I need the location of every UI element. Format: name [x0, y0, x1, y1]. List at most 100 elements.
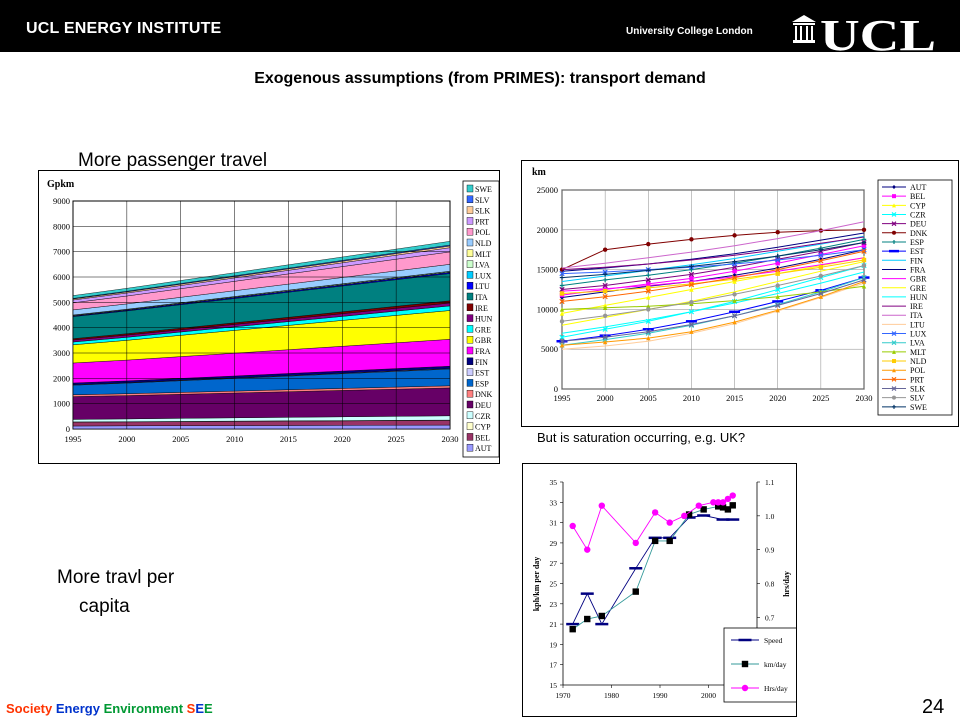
uk-point — [598, 612, 605, 620]
uk-y2-tick-label: 1.1 — [765, 478, 775, 487]
line-point-slv — [775, 283, 780, 288]
line-legend-marker-prt — [891, 376, 897, 382]
area-legend-label-lva: LVA — [475, 261, 490, 270]
line-point-slk — [559, 338, 565, 344]
line-path-mlt — [561, 285, 865, 310]
line-path-pol — [561, 281, 865, 346]
area-legend-swatch-hun — [466, 314, 474, 322]
line-path-ltu — [561, 282, 865, 350]
area-legend-swatch-fra — [466, 346, 474, 355]
line-legend-marker-nld — [892, 359, 896, 364]
uk-y-tick-label: 21 — [550, 620, 558, 629]
line-point-slk — [602, 334, 608, 340]
area-legend-label-bel: BEL — [475, 433, 490, 442]
line-point-bel — [646, 281, 651, 287]
line-legend-marker-aut — [892, 185, 896, 189]
line-x-tick-label: 2025 — [812, 393, 829, 403]
line-legend-marker-cyp — [892, 203, 896, 208]
area-legend-label-fin: FIN — [475, 358, 488, 367]
uk-y2-tick-label: 0.8 — [765, 580, 775, 589]
uk-series-hrs-day — [569, 492, 736, 553]
uk-y-tick-label: 29 — [550, 539, 558, 548]
uk-series-speed — [566, 514, 740, 626]
area-legend-swatch-czr — [466, 411, 474, 420]
line-point-dnk — [646, 241, 651, 247]
line-point-nld — [602, 288, 608, 294]
footer-see: Society Energy Environment SEE — [6, 701, 213, 716]
line-point-cyp — [602, 303, 608, 308]
line-path-fra — [561, 232, 865, 272]
line-point-mlt — [732, 298, 737, 303]
area-legend-swatch-swe — [466, 184, 474, 193]
line-legend-label-fin: FIN — [910, 256, 923, 265]
line-point-bel — [732, 268, 737, 274]
line-y-tick-label: 20000 — [537, 225, 558, 235]
uk-point — [729, 492, 736, 499]
uk-point — [584, 546, 591, 553]
passenger-area-svg: Gpkm 0 1000 2000 3000 4000 5000 6000 7000 8000 900… — [47, 179, 500, 458]
area-legend-swatch-mlt — [466, 249, 474, 258]
uk-point — [715, 503, 722, 510]
uk-point — [569, 522, 576, 530]
area-legend-label-prt: PRT — [475, 217, 489, 226]
line-plot-frame — [561, 189, 865, 390]
uk-y2-tick-label: 0.7 — [765, 613, 775, 622]
line-series-dnk — [559, 227, 867, 272]
line-point-dnk — [861, 227, 867, 232]
line-series-slk — [559, 277, 867, 344]
area-x-tick-label: 1995 — [65, 434, 82, 444]
area-legend-swatch-gre — [466, 325, 474, 333]
line-path-fin — [561, 235, 865, 282]
line-legend-label-ire: IRE — [910, 302, 923, 311]
uk-point — [651, 537, 659, 545]
line-path-swe — [561, 242, 865, 279]
line-point-pol — [818, 294, 824, 299]
line-legend-label-gre: GRE — [910, 284, 926, 293]
line-legend-label-cyp: CYP — [910, 201, 926, 210]
area-legend-label-ltu: LTU — [475, 282, 490, 291]
area-x-tick-label: 2020 — [334, 434, 351, 444]
line-legend-marker-slk — [891, 386, 897, 391]
line-point-esp — [602, 277, 608, 283]
line-legend-marker-deu — [891, 221, 897, 227]
area-legend-swatch-deu — [466, 400, 474, 409]
area-legend-swatch-pol — [466, 228, 474, 236]
line-point-slv — [818, 273, 824, 279]
line-point-mlt — [646, 304, 651, 309]
uk-x-tick-label: 1970 — [556, 691, 571, 700]
line-point-prt — [688, 282, 695, 288]
line-path-prt — [561, 250, 865, 302]
line-point-slv — [602, 313, 608, 318]
line-point-swe — [646, 268, 651, 273]
uk-point — [632, 539, 639, 547]
line-series-gre — [561, 261, 865, 326]
area-legend-swatch-slv — [466, 195, 474, 203]
line-path-dnk — [561, 229, 865, 271]
line-y-tick-label: 25000 — [537, 185, 558, 195]
line-point-deu — [602, 282, 608, 289]
line-legend-label-ltu: LTU — [910, 320, 925, 329]
line-point-swe — [602, 272, 608, 277]
line-point-cyp — [559, 311, 565, 316]
uk-point — [724, 506, 732, 513]
uk-point — [685, 511, 693, 518]
line-legend-label-lva: LVA — [910, 339, 925, 348]
line-point-czr — [559, 334, 565, 340]
area-legend-swatch-prt — [466, 217, 474, 225]
line-path-deu — [561, 242, 865, 290]
line-x-tick-label: 2030 — [856, 393, 873, 403]
line-legend-label-fra: FRA — [910, 265, 926, 274]
area-legend-swatch-nld — [466, 238, 474, 247]
line-point-swe — [861, 240, 867, 245]
line-point-prt — [861, 248, 867, 254]
area-legend-label-hun: HUN — [475, 315, 493, 324]
line-path-ire — [561, 236, 865, 271]
uk-point — [729, 502, 736, 509]
uk-legend-label-km-day: km/day — [764, 660, 787, 669]
area-y-tick-label: 9000 — [53, 196, 70, 206]
area-legend-label-gre: GRE — [475, 325, 491, 334]
area-legend-label-swe: SWE — [475, 185, 492, 194]
line-point-swe — [732, 259, 737, 264]
line-y-tick-label: 0 — [554, 384, 558, 394]
line-legend-label-mlt: MLT — [910, 348, 926, 357]
